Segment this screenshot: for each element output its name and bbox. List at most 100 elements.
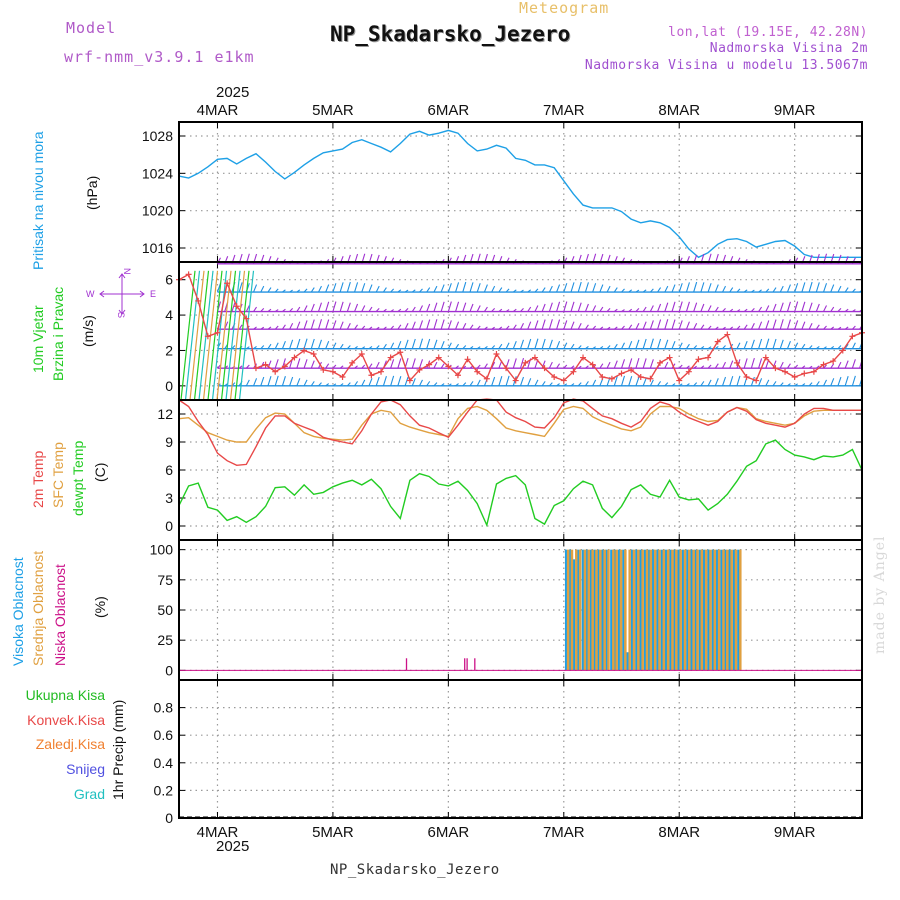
wind-speed-marker [454,372,461,379]
cloud-bar [597,549,600,671]
cloud-bar [564,549,568,671]
wind-barb [310,319,315,330]
wind-speed-marker [676,377,683,384]
wind-speed-marker [233,303,240,310]
x-tick-label-top: 8MAR [658,102,700,119]
wind-barb [505,342,510,349]
wind-barb [476,283,481,293]
cloud-bar [615,549,618,671]
cloud-bar [669,549,672,671]
wind-barb [325,284,330,293]
wind-barb [556,301,561,312]
wind-barb [678,320,683,330]
wind-barb [628,340,633,349]
wind-barb [534,338,539,349]
wind-barb [426,319,431,330]
wind-barb [332,283,337,293]
wind-barb [281,375,286,387]
wind-barb [664,302,669,312]
wind-barb [361,379,366,387]
wind-barb [520,322,524,330]
wind-barb [231,302,236,312]
wind-frame [178,261,863,401]
wind-barb [657,287,662,293]
wind-speed-marker [685,368,692,375]
wind-barb [844,375,849,387]
wind-barb [325,363,330,369]
wind-barb [758,321,763,330]
cloud-bar [612,549,615,671]
wind-barb [657,303,662,312]
cloud-bar [641,549,644,671]
wind-barb [700,381,705,387]
wind-barb [642,358,647,369]
wind-barb [339,321,344,330]
x-tick-label-top: 5MAR [312,102,354,119]
wind-barb [426,381,431,387]
dewpt-line [178,439,863,528]
compass-s: S [116,312,126,318]
wind-barb [750,357,755,369]
pressure-line [178,129,862,259]
wind-barb [267,287,272,293]
wind-barb [447,342,452,349]
wind-barb [577,302,582,312]
x-tick-label-top: 7MAR [543,102,585,119]
wind-barb [433,339,438,349]
wind-barb [397,340,402,349]
wind-speed-marker [262,361,269,368]
wind-barb [519,357,525,369]
wind-barb [808,281,813,293]
wind-barb [281,324,286,330]
wind-speed-marker [714,338,721,345]
wind-barb [281,340,286,349]
wind-barb [193,270,210,401]
wind-barb [317,339,323,349]
wind-barb [375,376,380,387]
wind-barb [786,284,791,293]
wind-barb [354,381,359,387]
cloud-bar [628,549,631,671]
wind-barb [606,361,611,369]
cloud-bar [734,549,738,671]
wind-barb [556,319,561,330]
wind-barb [541,338,546,349]
cloud-bar [576,549,580,671]
page-title: NP_Skadarsko_Jezero [330,22,571,46]
wind-barb [296,306,301,312]
wind-speed-marker [560,377,567,384]
wind-barb [830,284,835,293]
y-tick-label: 9 [165,434,173,450]
wind-barb [404,339,409,349]
wind-barb [635,376,640,387]
cloud-bar [626,652,630,671]
wind-barb [786,363,791,369]
cloud-bar [690,549,693,671]
wind-speed-marker [628,366,635,373]
wind-barb [440,319,445,330]
wind-barb [184,270,201,401]
wind-barb [476,305,481,312]
wind-barb [707,305,712,312]
wind-barb [570,301,575,312]
wind-barb [310,338,315,349]
wind-speed-marker [214,329,221,336]
wind-barb [390,375,395,387]
wind-barb [491,361,496,369]
cloud-bar [700,549,704,671]
wind-barb [714,284,719,293]
wind-barb [722,361,727,369]
wind-barb [815,303,820,312]
cloud-bar [639,549,642,671]
wind-speed-marker [782,368,789,375]
wind-barb [346,322,351,330]
wind-barb [801,301,806,312]
wind-barb [289,339,294,349]
wind-barb [779,339,784,349]
wind-barb [411,306,416,312]
wind-barb [823,305,828,312]
wind-barb [253,284,258,293]
wind-barb [657,319,662,330]
y-tick-label: 1020 [142,203,173,219]
